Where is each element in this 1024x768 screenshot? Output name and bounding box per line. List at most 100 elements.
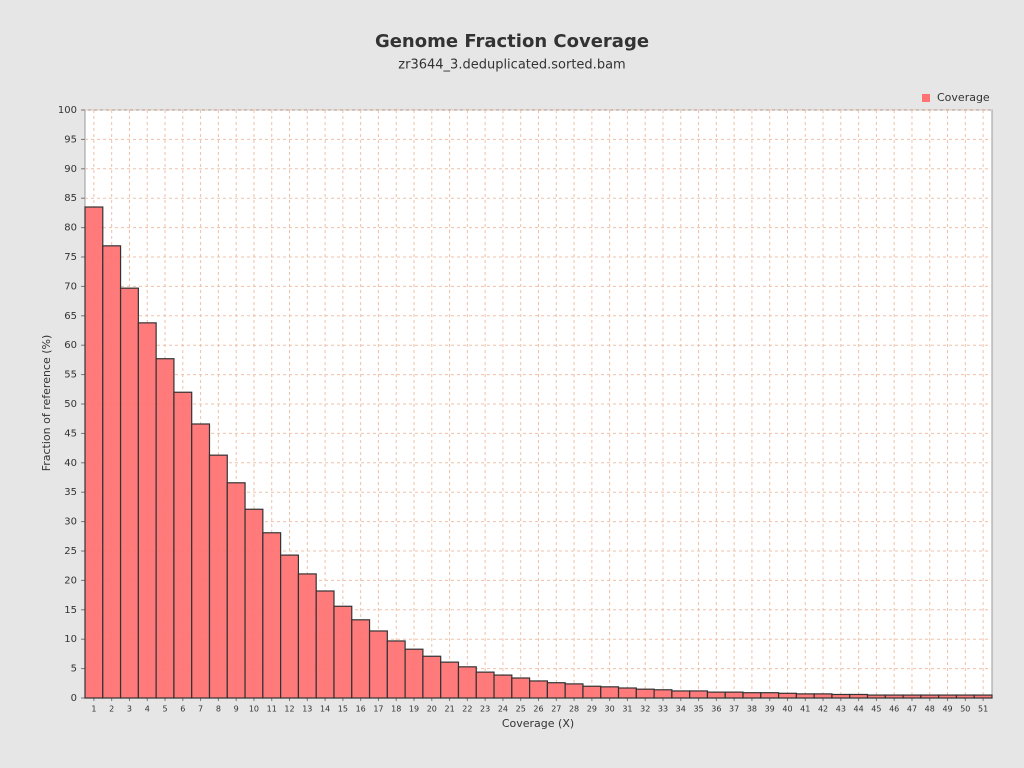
x-tick-label: 21 — [444, 705, 454, 714]
bar — [955, 694, 975, 699]
x-tick-label: 17 — [373, 705, 383, 714]
y-tick-label: 85 — [64, 193, 77, 204]
x-tick-label: 35 — [693, 705, 703, 714]
x-tick-label: 34 — [676, 705, 686, 714]
bar — [742, 692, 762, 699]
x-tick-label: 37 — [729, 705, 739, 714]
bar — [849, 693, 869, 699]
bar — [368, 630, 388, 699]
bar — [440, 661, 460, 699]
x-tick-label: 5 — [162, 705, 167, 714]
chart-title: Genome Fraction Coverage — [375, 31, 649, 52]
y-tick-label: 75 — [64, 252, 77, 263]
x-tick-label: 23 — [480, 705, 490, 714]
x-tick-label: 16 — [356, 705, 366, 714]
x-tick-label: 28 — [569, 705, 579, 714]
x-tick-label: 20 — [427, 705, 437, 714]
y-tick-label: 100 — [58, 105, 77, 116]
y-tick-label: 50 — [64, 399, 77, 410]
bar — [386, 640, 406, 699]
bar — [795, 693, 815, 699]
bar — [333, 605, 353, 699]
y-tick-label: 20 — [64, 575, 77, 586]
y-tick-label: 70 — [64, 281, 77, 292]
y-tick-label: 5 — [71, 664, 77, 675]
bar — [706, 691, 726, 699]
bar — [102, 245, 122, 699]
x-tick-label: 9 — [234, 705, 239, 714]
bar — [973, 694, 993, 699]
x-tick-label: 43 — [836, 705, 846, 714]
bar — [884, 694, 904, 699]
bar — [831, 693, 851, 699]
bar — [902, 694, 922, 699]
bar — [866, 694, 886, 699]
y-tick-label: 95 — [64, 134, 77, 145]
bar — [119, 287, 139, 699]
bar — [564, 683, 584, 699]
bar — [280, 554, 300, 699]
y-tick-label: 90 — [64, 164, 77, 175]
bar — [244, 508, 264, 699]
x-tick-label: 31 — [622, 705, 632, 714]
legend-label: Coverage — [937, 91, 990, 104]
bar — [404, 648, 424, 699]
x-tick-label: 29 — [587, 705, 597, 714]
bar — [457, 666, 477, 699]
y-tick-label: 10 — [64, 634, 77, 645]
x-tick-label: 51 — [978, 705, 988, 714]
x-tick-label: 39 — [765, 705, 775, 714]
bar — [724, 691, 744, 699]
x-tick-label: 12 — [284, 705, 294, 714]
x-tick-label: 33 — [658, 705, 668, 714]
bar — [653, 689, 673, 699]
x-tick-label: 45 — [871, 705, 881, 714]
bar — [511, 677, 531, 699]
y-tick-label: 40 — [64, 458, 77, 469]
y-tick-label: 55 — [64, 370, 77, 381]
x-axis-label: Coverage (X) — [502, 717, 574, 730]
x-tick-label: 6 — [180, 705, 185, 714]
x-tick-label: 8 — [216, 705, 221, 714]
x-tick-label: 4 — [145, 705, 150, 714]
x-tick-label: 7 — [198, 705, 203, 714]
bar — [297, 573, 317, 699]
x-tick-label: 2 — [109, 705, 114, 714]
x-tick-label: 14 — [320, 705, 330, 714]
y-tick-label: 35 — [64, 487, 77, 498]
bar — [226, 482, 246, 699]
y-axis-label: Fraction of reference (%) — [40, 335, 53, 472]
x-tick-label: 46 — [889, 705, 899, 714]
x-tick-label: 44 — [854, 705, 864, 714]
bar — [546, 682, 566, 699]
x-tick-label: 48 — [925, 705, 935, 714]
x-tick-label: 36 — [711, 705, 721, 714]
x-tick-label: 38 — [747, 705, 757, 714]
y-tick-label: 25 — [64, 546, 77, 557]
bar — [813, 693, 833, 699]
x-tick-label: 30 — [605, 705, 615, 714]
bar — [422, 655, 442, 699]
bar — [760, 692, 780, 699]
x-tick-label: 24 — [498, 705, 508, 714]
x-tick-label: 3 — [127, 705, 132, 714]
bar — [617, 687, 637, 699]
x-tick-label: 10 — [249, 705, 259, 714]
x-tick-label: 32 — [640, 705, 650, 714]
bar — [155, 358, 175, 699]
y-tick-label: 65 — [64, 311, 77, 322]
bar — [208, 454, 228, 699]
x-tick-label: 26 — [533, 705, 543, 714]
y-tick-label: 60 — [64, 340, 77, 351]
x-tick-label: 15 — [338, 705, 348, 714]
x-tick-label: 25 — [516, 705, 526, 714]
bar — [191, 423, 211, 699]
x-tick-label: 47 — [907, 705, 917, 714]
x-tick-label: 50 — [960, 705, 970, 714]
x-tick-label: 42 — [818, 705, 828, 714]
x-tick-label: 1 — [91, 705, 96, 714]
bar — [920, 694, 940, 699]
bar — [315, 590, 335, 699]
bar — [84, 206, 104, 699]
